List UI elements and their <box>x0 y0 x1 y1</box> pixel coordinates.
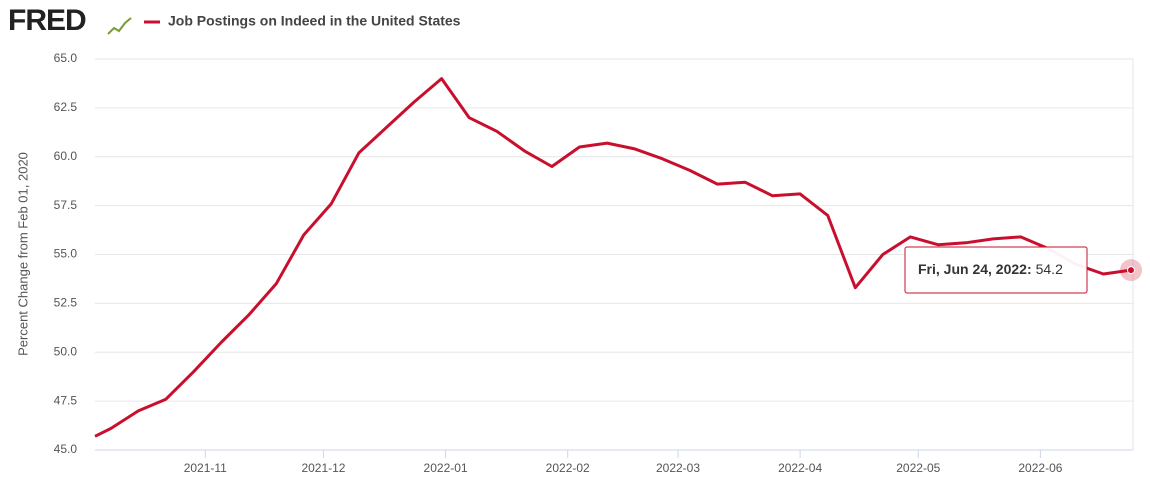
y-tick-label: 62.5 <box>54 100 78 114</box>
hover-point <box>1127 266 1135 275</box>
chart-title: Job Postings on Indeed in the United Sta… <box>168 13 461 29</box>
x-tick-label: 2021-12 <box>301 461 345 475</box>
tooltip-value: 54.2 <box>1036 261 1063 277</box>
y-tick-label: 50.0 <box>54 344 78 358</box>
x-tick-label: 2022-03 <box>656 461 700 475</box>
logo-icon <box>107 17 132 35</box>
x-tick-label: 2022-05 <box>896 461 940 475</box>
y-tick-label: 45.0 <box>54 442 78 456</box>
x-tick-label: 2022-06 <box>1018 461 1062 475</box>
y-tick-label: 52.5 <box>54 296 78 310</box>
y-tick-label: 65.0 <box>54 51 78 65</box>
tooltip-date: Fri, Jun 24, 2022: <box>918 261 1032 277</box>
tooltip-text: Fri, Jun 24, 2022: 54.2 <box>918 261 1063 277</box>
y-axis-label: Percent Change from Feb 01, 2020 <box>15 152 30 356</box>
y-tick-label: 47.5 <box>54 393 78 407</box>
x-tick-label: 2022-01 <box>424 461 468 475</box>
y-tick-label: 55.0 <box>54 247 78 261</box>
x-tick-label: 2021-11 <box>184 461 227 475</box>
y-tick-label: 60.0 <box>54 149 78 163</box>
y-tick-label: 57.5 <box>54 198 78 212</box>
x-tick-label: 2022-04 <box>778 461 822 475</box>
x-tick-label: 2022-02 <box>546 461 590 475</box>
logo: FRED <box>8 4 86 37</box>
data-line <box>94 77 1132 438</box>
tooltip-box <box>904 246 1088 294</box>
